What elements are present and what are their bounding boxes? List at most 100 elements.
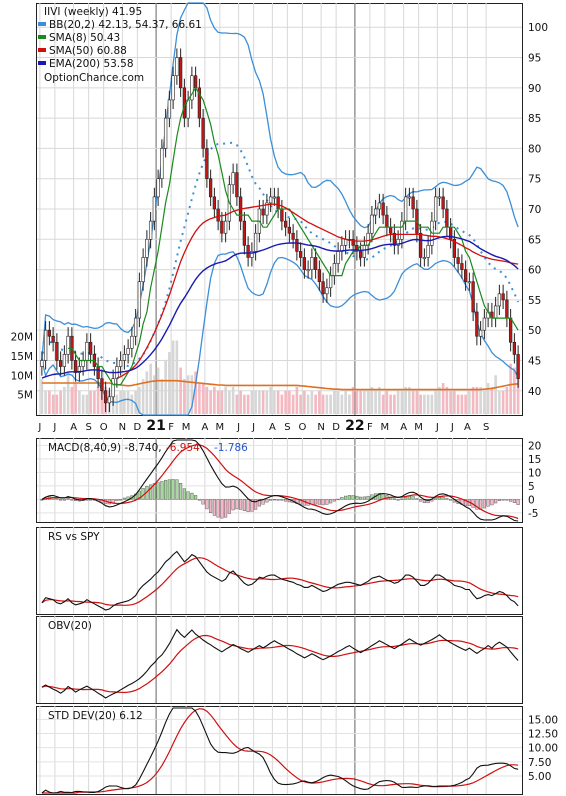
volume-bar bbox=[51, 394, 55, 414]
x-tick-label: J bbox=[236, 422, 240, 433]
volume-bar bbox=[171, 340, 175, 414]
volume-bar bbox=[303, 390, 306, 414]
x-tick-label: M bbox=[182, 422, 191, 433]
bb-upper-band bbox=[41, 2, 519, 361]
candle-body bbox=[216, 208, 220, 222]
volume-bar bbox=[40, 379, 44, 414]
candle-body bbox=[193, 75, 198, 89]
volume-average-line bbox=[41, 379, 519, 391]
macd-histogram-bar bbox=[332, 499, 336, 502]
candle-body bbox=[171, 75, 175, 101]
sma50-line bbox=[116, 203, 519, 379]
volume-bar bbox=[96, 386, 100, 414]
volume-bar bbox=[329, 394, 332, 414]
volume-bar bbox=[48, 390, 51, 414]
volume-bar bbox=[419, 394, 422, 414]
volume-bar bbox=[141, 379, 145, 414]
macd-histogram-bar bbox=[265, 499, 269, 503]
candle-body bbox=[47, 329, 52, 337]
macd-histogram-bar bbox=[115, 499, 119, 502]
stddev-panel-frame bbox=[36, 706, 523, 795]
volume-bar bbox=[366, 390, 370, 414]
candle-body bbox=[250, 251, 254, 258]
macd-histogram-bar bbox=[254, 499, 258, 510]
macd-histogram-bar bbox=[175, 479, 179, 500]
candle-body bbox=[467, 281, 472, 284]
macd-panel-frame bbox=[36, 438, 523, 523]
volume-bar bbox=[70, 386, 74, 414]
macd-histogram-bar bbox=[164, 479, 168, 500]
volume-bar bbox=[265, 390, 269, 414]
price-tick-label: 40 bbox=[528, 386, 541, 398]
legend-bb: BB(20,2) 42.13, 54.37, 66.61 bbox=[49, 19, 202, 31]
volume-bar bbox=[468, 390, 471, 414]
macd-histogram-bar bbox=[276, 499, 280, 501]
obv-line bbox=[41, 628, 519, 699]
candle-body bbox=[328, 275, 333, 289]
volume-bar bbox=[325, 394, 329, 414]
macd-tick-label: 5 bbox=[528, 481, 535, 493]
candle-body bbox=[107, 396, 112, 404]
candle-body bbox=[407, 196, 412, 199]
macd-histogram-bar bbox=[344, 495, 348, 500]
macd-histogram-bar bbox=[227, 499, 231, 514]
macd-histogram-bar bbox=[329, 499, 333, 504]
volume-bar bbox=[153, 375, 156, 414]
candle-body bbox=[392, 232, 397, 246]
macd-tick-label: -5 bbox=[528, 508, 538, 520]
x-tick-label: J bbox=[52, 422, 56, 433]
macd-histogram-bar bbox=[404, 496, 408, 500]
volume-bar bbox=[55, 394, 59, 414]
macd-histogram-bar bbox=[355, 495, 359, 500]
volume-bar bbox=[205, 386, 209, 414]
volume-bar bbox=[190, 375, 194, 414]
macd-histogram-bar bbox=[257, 499, 261, 507]
candle-body bbox=[280, 208, 284, 222]
x-tick-label: N bbox=[119, 422, 126, 433]
candle-body bbox=[265, 202, 269, 216]
macd-histogram-bar bbox=[441, 496, 445, 500]
candle-body bbox=[126, 348, 130, 355]
volume-bar bbox=[149, 363, 152, 414]
macd-histogram-bar bbox=[186, 491, 190, 500]
macd-histogram-bar bbox=[497, 499, 501, 501]
candle-body bbox=[501, 293, 505, 301]
stddev-tick-label: 12.50 bbox=[528, 729, 558, 741]
candle-body bbox=[88, 341, 93, 355]
macd-tick-label: 20 bbox=[528, 440, 541, 452]
x-tick-label: N bbox=[317, 422, 324, 433]
volume-bar bbox=[175, 340, 179, 414]
volume-bar bbox=[378, 386, 381, 414]
x-tick-label: O bbox=[298, 422, 306, 433]
volume-bar bbox=[216, 390, 220, 414]
candle-body bbox=[336, 251, 340, 264]
price-legend: IIVI (weekly) 41.95 BB(20,2) 42.13, 54.3… bbox=[38, 6, 202, 84]
volume-bar bbox=[160, 379, 164, 414]
rs-average-line bbox=[41, 557, 519, 606]
volume-bar bbox=[479, 386, 482, 414]
volume-bar bbox=[426, 394, 430, 414]
candle-body bbox=[437, 196, 442, 199]
macd-histogram-bar bbox=[62, 499, 66, 501]
candle-body bbox=[130, 335, 134, 349]
macd-histogram-bar bbox=[122, 497, 126, 500]
macd-histogram-bar bbox=[299, 499, 303, 505]
volume-bar bbox=[258, 390, 261, 414]
obv-title: OBV(20) bbox=[48, 620, 92, 632]
macd-histogram-bar bbox=[149, 484, 153, 500]
x-tick-label: M bbox=[381, 422, 390, 433]
macd-histogram-bar bbox=[512, 499, 516, 503]
candle-body bbox=[175, 57, 179, 77]
macd-histogram-bar bbox=[89, 499, 93, 501]
candle-body bbox=[456, 257, 460, 264]
macd-histogram-bar bbox=[494, 499, 498, 504]
candle-body bbox=[40, 360, 44, 367]
volume-bar bbox=[475, 386, 479, 414]
lower-panels-layer bbox=[40, 439, 520, 794]
legend-watermark: OptionChance.com bbox=[44, 72, 144, 84]
macd-histogram-bar bbox=[509, 499, 513, 502]
volume-bar bbox=[209, 390, 212, 414]
x-tick-label: M bbox=[414, 422, 423, 433]
volume-bar bbox=[471, 386, 475, 414]
volume-bar bbox=[348, 394, 351, 414]
